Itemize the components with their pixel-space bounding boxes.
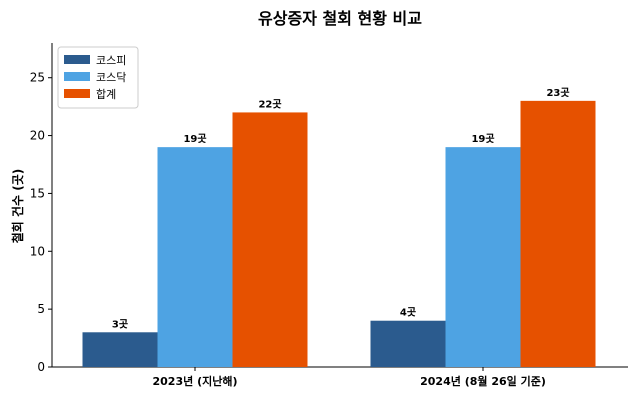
y-tick-label: 10 [30, 244, 45, 258]
y-tick-label: 5 [37, 302, 45, 316]
y-tick-label: 25 [30, 71, 45, 85]
legend-swatch [64, 89, 90, 98]
data-label: 19곳 [471, 133, 494, 145]
legend-label: 코스피 [96, 54, 126, 67]
legend-label: 합계 [96, 88, 116, 101]
data-label: 19곳 [183, 133, 206, 145]
legend-swatch [64, 55, 90, 64]
chart-title: 유상증자 철회 현황 비교 [258, 9, 422, 28]
bar [157, 147, 233, 367]
data-label: 23곳 [546, 87, 569, 99]
bar [520, 100, 596, 367]
data-label: 3곳 [112, 318, 128, 330]
bar [445, 147, 521, 367]
bar [232, 112, 308, 367]
y-axis-label: 철회 건수 (곳) [10, 169, 25, 244]
y-tick-label: 0 [37, 360, 45, 374]
y-tick-label: 20 [30, 129, 45, 143]
bar [370, 320, 446, 367]
bar [82, 332, 158, 367]
legend-label: 코스닥 [96, 71, 126, 84]
legend-swatch [64, 72, 90, 81]
data-label: 22곳 [258, 98, 281, 110]
y-tick-label: 15 [30, 186, 45, 200]
x-tick-label: 2023년 (지난해) [153, 374, 238, 388]
x-tick-label: 2024년 (8월 26일 기준) [420, 374, 546, 388]
bars: 3곳 19곳 22곳 4곳 19곳 23곳 [82, 87, 596, 367]
data-label: 4곳 [400, 307, 416, 319]
